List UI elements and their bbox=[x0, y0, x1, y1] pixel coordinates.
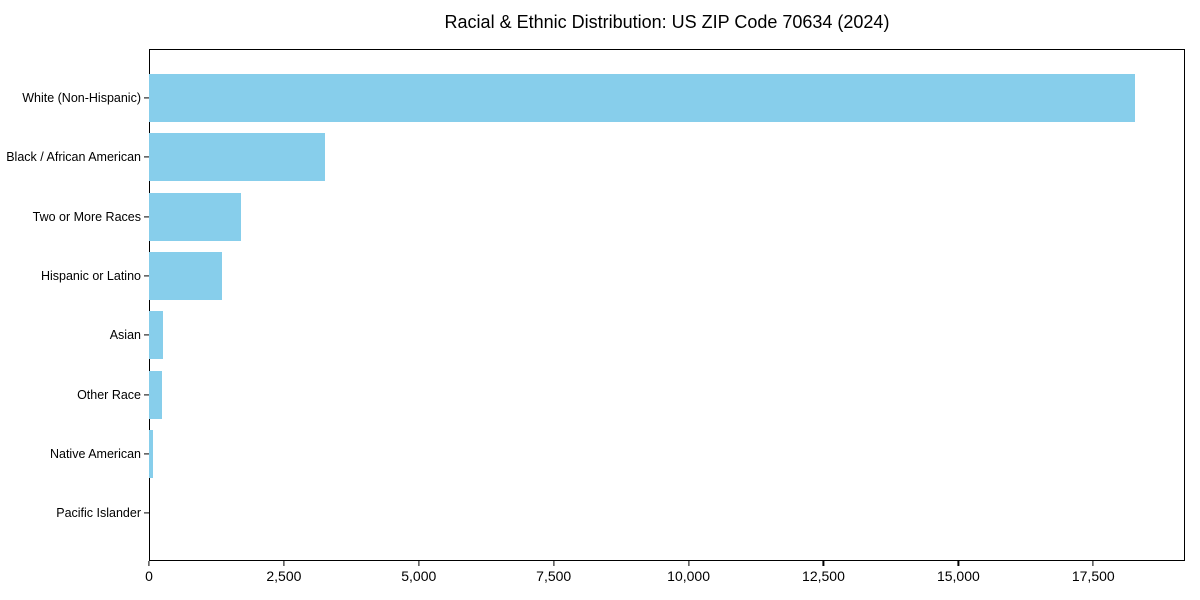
bar bbox=[149, 74, 1136, 122]
chart-title: Racial & Ethnic Distribution: US ZIP Cod… bbox=[444, 12, 890, 32]
y-tick-label: Black / African American bbox=[6, 150, 141, 165]
x-tick-mark bbox=[418, 561, 420, 566]
y-tick-label: Hispanic or Latino bbox=[40, 268, 141, 283]
x-tick-mark bbox=[1092, 561, 1094, 566]
y-tick-mark bbox=[144, 393, 149, 396]
y-tick-mark bbox=[144, 512, 149, 514]
y-tick-label: White (Non-Hispanic) bbox=[22, 91, 141, 105]
x-tick-label: 0 bbox=[145, 568, 153, 584]
x-tick-label: 12,500 bbox=[802, 568, 845, 584]
y-tick-label: Other Race bbox=[77, 387, 141, 402]
x-tick-label: 15,000 bbox=[936, 568, 980, 584]
y-tick-label: Pacific Islander bbox=[56, 506, 141, 521]
y-tick-mark bbox=[144, 216, 149, 218]
bar bbox=[149, 133, 325, 182]
y-tick-mark bbox=[144, 334, 149, 336]
y-tick-label: Asian bbox=[109, 328, 141, 343]
x-tick-mark bbox=[822, 561, 825, 566]
y-tick-label: Two or More Races bbox=[32, 209, 141, 224]
x-tick-label: 5,000 bbox=[401, 568, 437, 584]
x-tick-label: 10,000 bbox=[667, 568, 710, 584]
bar bbox=[149, 311, 164, 360]
y-tick-mark bbox=[144, 97, 149, 99]
bar bbox=[149, 251, 223, 300]
x-tick-mark bbox=[687, 561, 690, 566]
y-tick-mark bbox=[144, 156, 149, 158]
y-tick-label: Native American bbox=[49, 446, 141, 461]
x-tick-mark bbox=[283, 561, 285, 566]
x-tick-label: 2,500 bbox=[266, 568, 302, 584]
bar bbox=[149, 192, 241, 241]
plot-area bbox=[149, 49, 1185, 561]
y-tick-mark bbox=[144, 275, 149, 277]
y-tick-mark bbox=[144, 453, 149, 455]
x-tick-label: 17,500 bbox=[1071, 568, 1115, 584]
x-tick-label: 7,500 bbox=[536, 568, 572, 584]
x-tick-mark bbox=[553, 561, 555, 566]
x-tick-mark bbox=[957, 561, 959, 566]
bar bbox=[149, 429, 153, 478]
x-tick-mark bbox=[148, 561, 150, 566]
bar bbox=[149, 370, 162, 419]
